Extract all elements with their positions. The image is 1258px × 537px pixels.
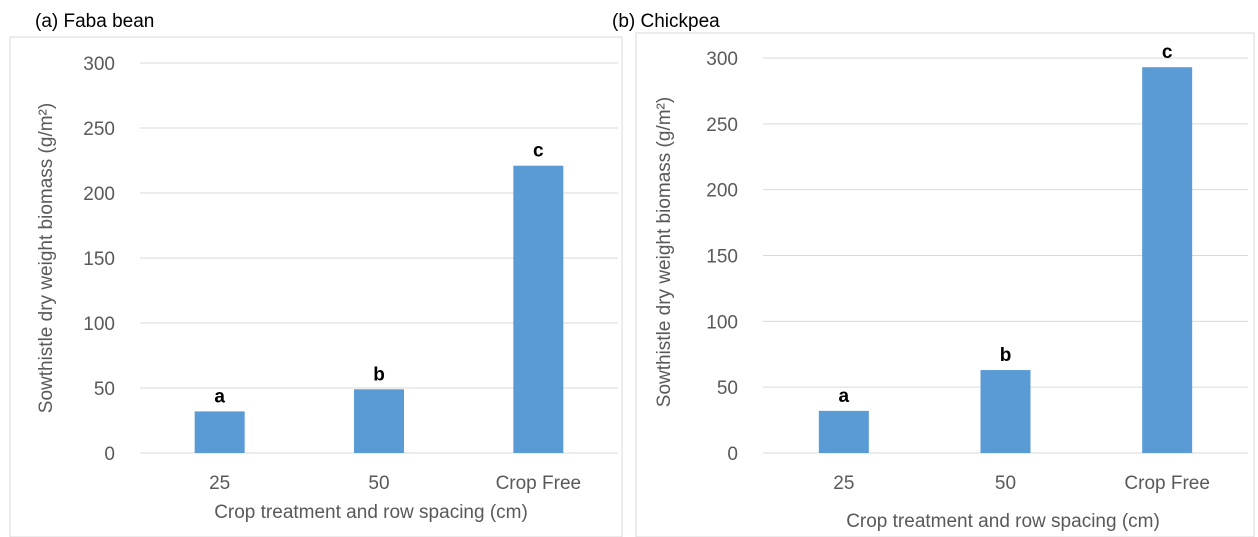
y-tick-label: 50	[94, 379, 115, 400]
data-label: c	[1162, 42, 1173, 63]
y-tick-label: 0	[727, 444, 738, 465]
y-tick-label: 250	[706, 115, 738, 136]
y-axis-label: Sowthistle dry weight biomass (g/m²)	[36, 103, 57, 413]
x-tick-label: 25	[833, 473, 854, 494]
y-tick-label: 200	[706, 181, 738, 202]
x-tick-label: 50	[995, 473, 1016, 494]
data-label: b	[1000, 345, 1012, 366]
y-axis-label: Sowthistle dry weight biomass (g/m²)	[654, 97, 675, 407]
bar	[818, 410, 869, 453]
x-axis-label: Crop treatment and row spacing (cm)	[846, 511, 1160, 532]
data-label: a	[214, 386, 225, 407]
data-label: b	[373, 364, 385, 385]
y-tick-label: 200	[83, 184, 115, 205]
y-tick-label: 250	[83, 119, 115, 140]
x-tick-label: Crop Free	[496, 473, 582, 494]
bar	[354, 389, 404, 453]
y-tick-label: 300	[706, 49, 738, 70]
bar	[513, 165, 564, 453]
panel-title: (b) Chickpea	[612, 11, 720, 32]
y-tick-label: 50	[717, 378, 738, 399]
x-tick-label: Crop Free	[1124, 473, 1210, 494]
panel-chickpea: (b) Chickpea 0 50 100 150 200 250 300 25 50 Crop…	[612, 11, 1255, 537]
bar	[194, 411, 245, 453]
x-axis-label: Crop treatment and row spacing (cm)	[214, 502, 528, 523]
y-tick-label: 0	[104, 444, 115, 465]
data-label: a	[839, 386, 850, 407]
data-label: c	[533, 141, 544, 162]
bar	[1142, 67, 1193, 453]
y-tick-label: 300	[83, 54, 115, 75]
bar	[980, 370, 1031, 453]
y-tick-label: 100	[706, 312, 738, 333]
y-tick-label: 150	[83, 249, 115, 270]
y-tick-label: 100	[83, 314, 115, 335]
x-tick-label: 50	[368, 473, 389, 494]
y-tick-label: 150	[706, 247, 738, 268]
panel-title: (a) Faba bean	[35, 11, 154, 32]
x-tick-label: 25	[209, 473, 230, 494]
panel-faba-bean: (a) Faba bean 0 50 100 150 200 250 300 25 50 Cro…	[9, 11, 623, 537]
